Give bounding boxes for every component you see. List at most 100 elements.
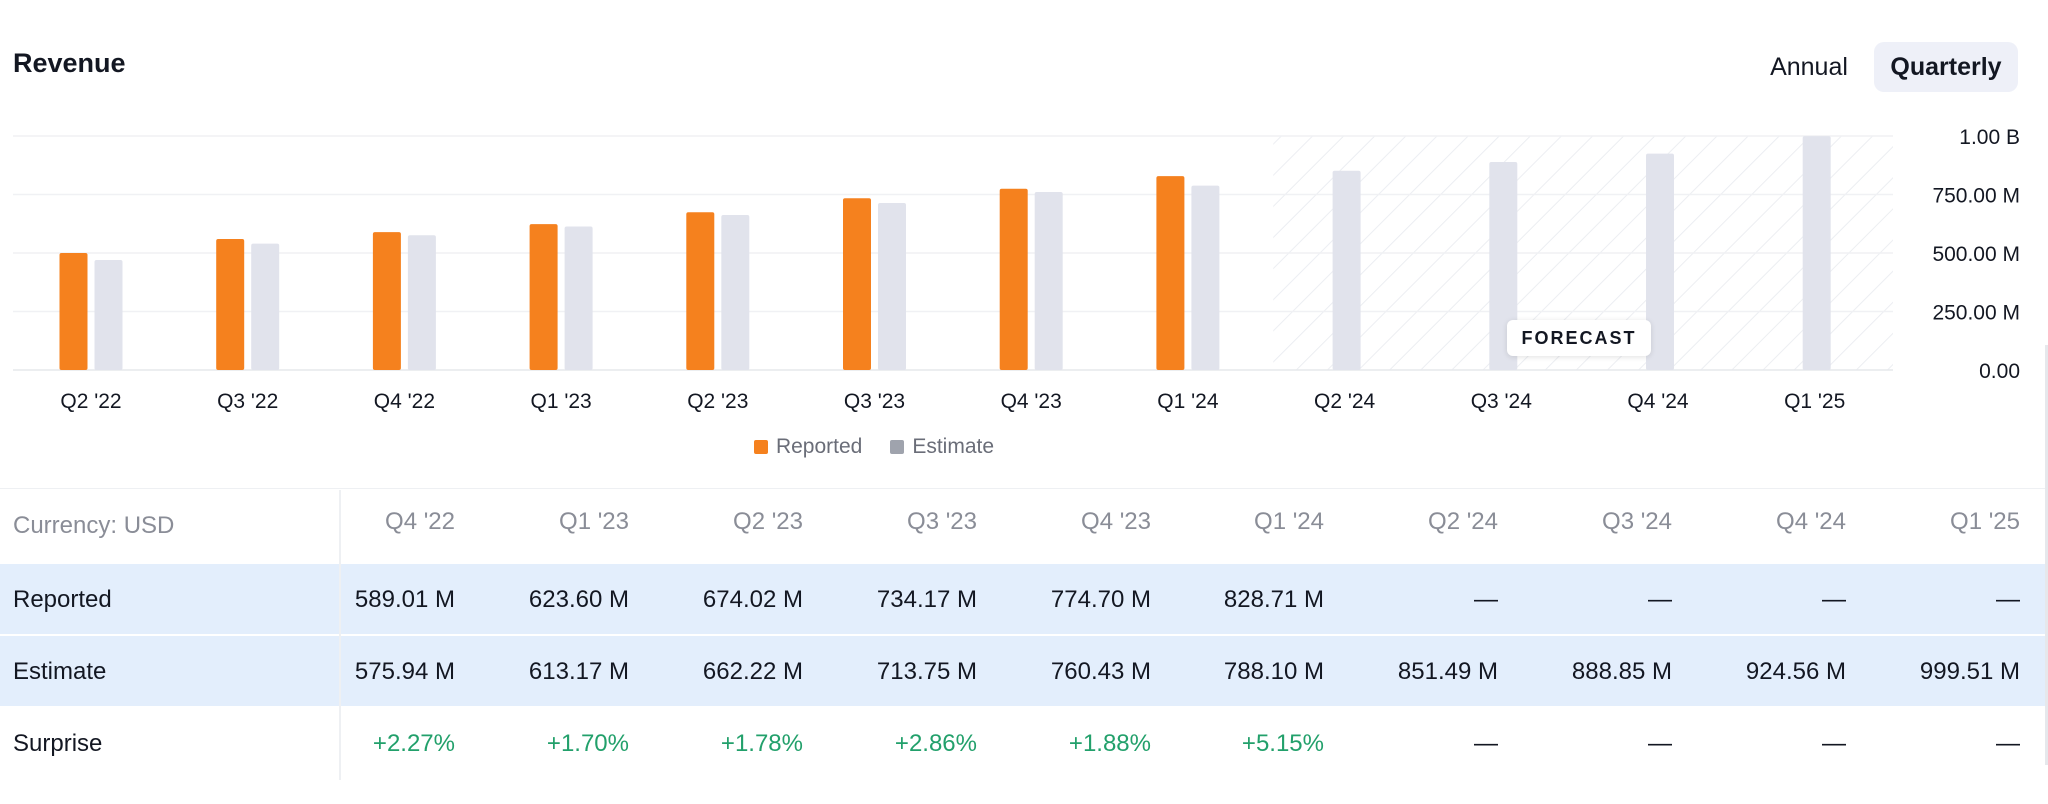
table-cell: — bbox=[1474, 586, 1498, 613]
table-cell: +5.15% bbox=[1241, 730, 1324, 757]
column-header: Q1 '25 bbox=[1950, 508, 2020, 535]
bar-reported[interactable] bbox=[216, 238, 245, 370]
y-tick-label: 500.00 M bbox=[1932, 243, 2020, 266]
y-tick-label: 1.00 B bbox=[1959, 126, 2020, 149]
table-cell: 924.56 M bbox=[1745, 658, 1846, 685]
bar-estimate[interactable] bbox=[1646, 153, 1674, 370]
y-tick-label: 250.00 M bbox=[1932, 302, 2020, 325]
bar-estimate[interactable] bbox=[1034, 192, 1063, 370]
y-tick-label: 750.00 M bbox=[1932, 185, 2020, 208]
bar-reported[interactable] bbox=[372, 232, 401, 370]
legend-label-estimate: Estimate bbox=[912, 435, 995, 458]
table-cell: — bbox=[1822, 586, 1846, 613]
bar-reported[interactable] bbox=[843, 198, 871, 370]
column-header: Q2 '23 bbox=[733, 508, 803, 535]
row-label-surprise: Surprise bbox=[13, 730, 103, 757]
x-tick-label: Q1 '23 bbox=[530, 390, 591, 413]
bar-reported[interactable] bbox=[59, 253, 88, 370]
bar-estimate[interactable] bbox=[1802, 136, 1831, 370]
bar-reported[interactable] bbox=[529, 224, 558, 370]
table-top-border bbox=[0, 488, 2048, 489]
bar-estimate[interactable] bbox=[407, 235, 436, 370]
row-label-reported: Reported bbox=[13, 586, 112, 613]
row-label-estimate: Estimate bbox=[13, 658, 107, 685]
table-cell: — bbox=[1822, 730, 1846, 757]
table-cell: +2.27% bbox=[372, 730, 455, 757]
bar-estimate[interactable] bbox=[564, 226, 593, 370]
bar-estimate[interactable] bbox=[251, 243, 280, 370]
table-column-divider bbox=[339, 490, 341, 780]
bar-estimate[interactable] bbox=[94, 260, 123, 370]
bar-estimate[interactable] bbox=[1332, 170, 1361, 370]
bar-reported[interactable] bbox=[1156, 176, 1185, 370]
legend-swatch-estimate bbox=[890, 440, 905, 454]
bar-estimate[interactable] bbox=[1489, 162, 1518, 370]
column-header: Q1 '23 bbox=[559, 508, 629, 535]
table-cell: 888.85 M bbox=[1571, 658, 1672, 685]
x-tick-label: Q4 '23 bbox=[1001, 390, 1062, 413]
table-cell: +1.88% bbox=[1068, 730, 1151, 757]
legend-item-estimate[interactable]: Estimate bbox=[890, 435, 994, 459]
column-header: Q4 '24 bbox=[1776, 508, 1846, 535]
table-cell: — bbox=[1996, 730, 2020, 757]
table-cell: 851.49 M bbox=[1397, 658, 1498, 685]
x-tick-label: Q2 '24 bbox=[1314, 390, 1376, 413]
bar-estimate[interactable] bbox=[721, 215, 750, 370]
table-cell: 589.01 M bbox=[354, 586, 455, 613]
column-header: Q1 '24 bbox=[1254, 508, 1324, 535]
x-tick-label: Q3 '22 bbox=[217, 390, 278, 413]
annual-toggle-button[interactable]: Annual bbox=[1770, 53, 1848, 81]
table-cell: 613.17 M bbox=[528, 658, 629, 685]
y-tick-label: 0.00 bbox=[1979, 360, 2020, 383]
legend-item-reported[interactable]: Reported bbox=[753, 435, 863, 459]
x-tick-label: Q4 '24 bbox=[1627, 390, 1689, 413]
table-row-estimate: Estimate 575.94 M 613.17 M 662.22 M 713.75 … bbox=[0, 636, 2048, 706]
table-cell: 774.70 M bbox=[1050, 586, 1151, 613]
column-header: Q4 '22 bbox=[385, 508, 455, 535]
table-cell: 674.02 M bbox=[702, 586, 803, 613]
table-cell: 760.43 M bbox=[1050, 658, 1151, 685]
scrollbar[interactable] bbox=[2045, 345, 2048, 765]
bar-reported[interactable] bbox=[999, 188, 1028, 370]
currency-label: Currency: USD bbox=[13, 512, 175, 539]
table-header-row: Currency: USD Q4 '22 Q1 '23 Q2 '23 Q3 '23 Q4… bbox=[0, 490, 2048, 562]
column-header: Q4 '23 bbox=[1081, 508, 1151, 535]
bar-estimate[interactable] bbox=[1191, 185, 1220, 370]
table-cell: +2.86% bbox=[894, 730, 977, 757]
bar-estimate[interactable] bbox=[878, 202, 906, 370]
table-cell: — bbox=[1648, 730, 1672, 757]
table-row-reported: Reported 589.01 M 623.60 M 674.02 M 734.17 … bbox=[0, 564, 2048, 634]
x-tick-label: Q3 '23 bbox=[844, 390, 905, 413]
legend-swatch-reported bbox=[753, 440, 768, 454]
column-header: Q2 '24 bbox=[1428, 508, 1498, 535]
column-header: Q3 '23 bbox=[907, 508, 977, 535]
table-cell: 828.71 M bbox=[1223, 586, 1324, 613]
forecast-badge: FORECAST bbox=[1507, 320, 1651, 356]
legend-label-reported: Reported bbox=[775, 435, 863, 458]
table-cell: +1.78% bbox=[720, 730, 803, 757]
bar-reported[interactable] bbox=[686, 212, 715, 370]
column-header: Q3 '24 bbox=[1602, 508, 1672, 535]
table-cell: 713.75 M bbox=[876, 658, 977, 685]
table-cell: 999.51 M bbox=[1919, 658, 2020, 685]
x-tick-label: Q1 '24 bbox=[1157, 390, 1219, 413]
revenue-chart: Q2 '22 Q3 '22 Q4 '22 Q1 '23 Q2 '23 Q3 '23 Q4 '… bbox=[13, 126, 2020, 413]
x-tick-label: Q3 '24 bbox=[1471, 390, 1533, 413]
table-row-surprise: Surprise +2.27% +1.70% +1.78% +2.86% +1.88% +… bbox=[0, 708, 2048, 778]
table-cell: 575.94 M bbox=[354, 658, 455, 685]
x-tick-label: Q4 '22 bbox=[374, 390, 435, 413]
table-cell: 734.17 M bbox=[876, 586, 977, 613]
table-cell: — bbox=[1648, 586, 1672, 613]
x-tick-label: Q1 '25 bbox=[1784, 390, 1845, 413]
table-cell: — bbox=[1474, 730, 1498, 757]
table-cell: — bbox=[1996, 586, 2020, 613]
table-cell: 623.60 M bbox=[528, 586, 629, 613]
quarterly-toggle-button[interactable]: Quarterly bbox=[1874, 42, 2018, 92]
x-tick-label: Q2 '23 bbox=[687, 390, 748, 413]
table-cell: 788.10 M bbox=[1223, 658, 1324, 685]
x-tick-label: Q2 '22 bbox=[60, 390, 121, 413]
page-title: Revenue bbox=[13, 48, 126, 78]
table-cell: +1.70% bbox=[546, 730, 629, 757]
chart-legend: Reported Estimate bbox=[0, 432, 2048, 462]
